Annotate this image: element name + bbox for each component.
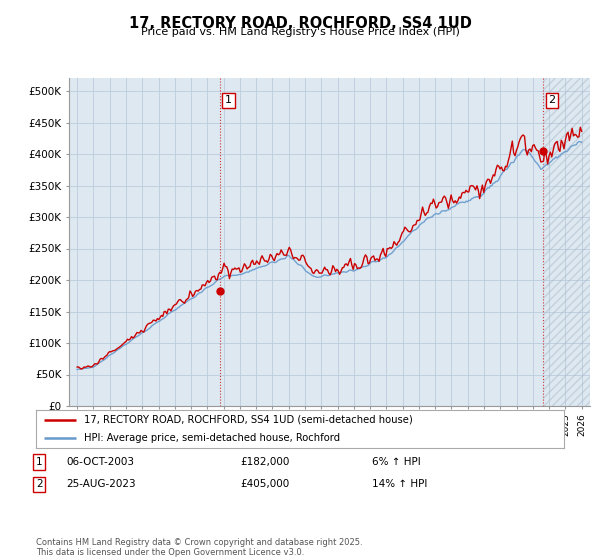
Text: £405,000: £405,000 <box>240 479 289 489</box>
Text: 25-AUG-2023: 25-AUG-2023 <box>66 479 136 489</box>
Text: HPI: Average price, semi-detached house, Rochford: HPI: Average price, semi-detached house,… <box>83 433 340 443</box>
Text: 17, RECTORY ROAD, ROCHFORD, SS4 1UD: 17, RECTORY ROAD, ROCHFORD, SS4 1UD <box>128 16 472 31</box>
Text: £182,000: £182,000 <box>240 457 289 467</box>
Bar <box>544 78 590 406</box>
Text: Price paid vs. HM Land Registry's House Price Index (HPI): Price paid vs. HM Land Registry's House … <box>140 27 460 37</box>
Text: 2: 2 <box>36 479 43 489</box>
Text: 1: 1 <box>36 457 43 467</box>
Text: 06-OCT-2003: 06-OCT-2003 <box>66 457 134 467</box>
Text: 2: 2 <box>548 95 556 105</box>
Text: 14% ↑ HPI: 14% ↑ HPI <box>372 479 427 489</box>
Text: Contains HM Land Registry data © Crown copyright and database right 2025.
This d: Contains HM Land Registry data © Crown c… <box>36 538 362 557</box>
Text: 1: 1 <box>225 95 232 105</box>
Text: 17, RECTORY ROAD, ROCHFORD, SS4 1UD (semi-detached house): 17, RECTORY ROAD, ROCHFORD, SS4 1UD (sem… <box>83 415 412 425</box>
Text: 6% ↑ HPI: 6% ↑ HPI <box>372 457 421 467</box>
